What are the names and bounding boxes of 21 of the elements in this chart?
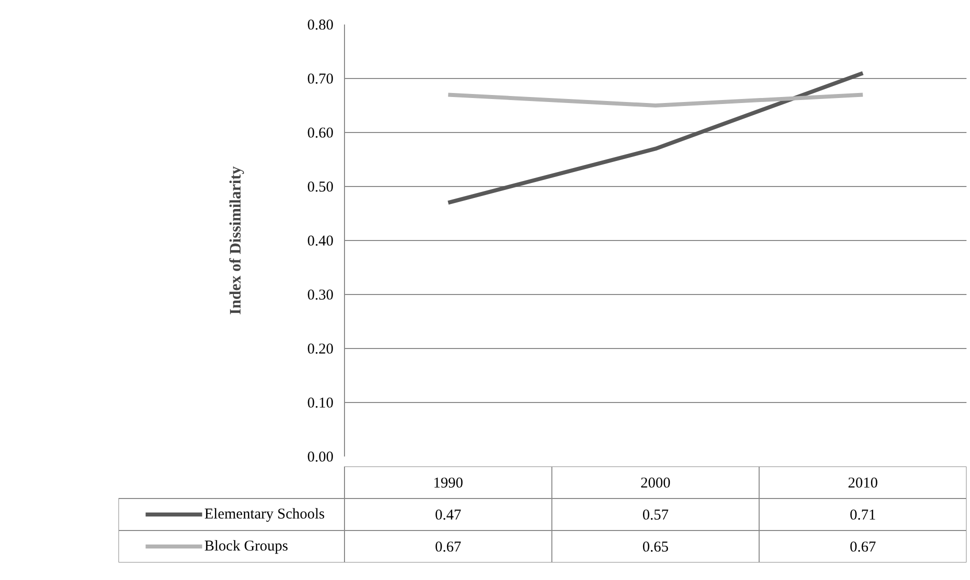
data-label: 0.65: [642, 540, 669, 556]
y-tick-label: 0.30: [307, 288, 334, 304]
data-label: 0.57: [642, 508, 670, 524]
data-label: 0.67: [435, 540, 462, 556]
y-tick-label: 0.10: [307, 396, 334, 412]
y-tick-label: 0.20: [307, 342, 334, 358]
data-label: 0.67: [850, 540, 876, 556]
y-tick-label: 0.80: [307, 18, 334, 34]
y-tick-label: 0.40: [307, 234, 334, 250]
y-tick-label: 0.60: [307, 126, 334, 142]
legend-label: Block Groups: [204, 538, 288, 554]
data-label: 0.71: [850, 508, 876, 524]
y-axis-title: Index of Dissimilarity: [227, 166, 244, 315]
x-tick-label: 2010: [848, 476, 878, 492]
x-tick-label: 2000: [640, 476, 670, 492]
legend-label: Elementary Schools: [204, 506, 325, 522]
x-tick-label: 1990: [433, 476, 464, 492]
y-tick-label: 0.00: [307, 450, 334, 466]
data-label: 0.47: [435, 508, 462, 524]
y-tick-label: 0.50: [307, 180, 334, 196]
y-tick-label: 0.70: [307, 72, 334, 88]
